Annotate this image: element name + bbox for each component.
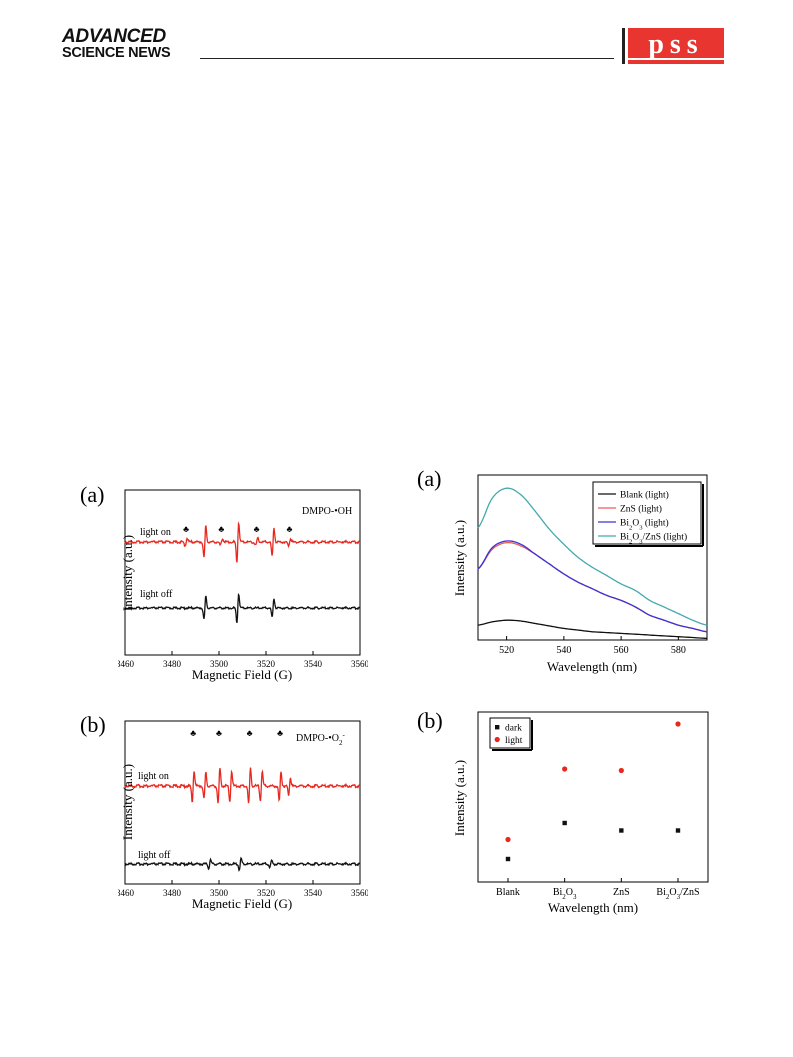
- point-dark-2: [619, 828, 624, 833]
- header-rule: [200, 58, 614, 59]
- point-light-1: [562, 766, 568, 772]
- legend-label: dark: [505, 724, 522, 734]
- legend-box: [592, 481, 702, 545]
- x-tick-label: Bi2O3/ZnS: [656, 887, 699, 901]
- y-axis-label: Intensity (a.u.): [120, 764, 135, 840]
- x-tick-label: 540: [556, 645, 571, 656]
- logo-line1: ADVANCED: [62, 26, 166, 47]
- x-tick-label: 3540: [304, 888, 323, 898]
- point-light-0: [505, 836, 511, 843]
- point-light-3: [675, 721, 681, 727]
- legend-label: Bi2O3/ZnS (light): [620, 532, 687, 546]
- y-axis-label: Intensity (a.u.): [120, 535, 135, 611]
- legend-label: Blank (light): [620, 490, 669, 501]
- legend-marker-light: [494, 736, 500, 743]
- series-group: [477, 487, 708, 639]
- label-light-off: light off: [138, 850, 171, 861]
- epr-panel-b-label: (b): [80, 712, 106, 737]
- x-axis-ticks: 3460 3480 3500 3520 3540 3560: [118, 651, 368, 669]
- label-light-on: light on: [138, 771, 169, 782]
- series-light-on: [124, 521, 360, 563]
- x-tick-label: Blank: [496, 887, 520, 898]
- x-tick-label: ZnS: [613, 887, 630, 898]
- x-tick-label: 3500: [210, 659, 229, 669]
- legend: dark light: [489, 717, 533, 751]
- x-tick-label: Bi2O3: [553, 887, 577, 901]
- point-dark-0: [505, 856, 511, 862]
- marker-club: ♣: [247, 728, 253, 738]
- pl-scatter-chart: Blank Bi2O3 ZnS Bi2O3/ZnS dark light Wavelen…: [452, 711, 709, 915]
- y-axis-label: Intensity (a.u.): [452, 520, 467, 596]
- x-tick-label: 3520: [257, 888, 276, 898]
- epr-o2-chart: 3460 3480 3500 3520 3540 3560 ♣ ♣ ♣ ♣ light on l…: [118, 720, 368, 911]
- marker-club: ♣: [190, 728, 196, 738]
- x-tick-label: 3560: [351, 659, 368, 669]
- label-light-off: light off: [140, 589, 173, 600]
- x-tick-label: 3520: [257, 659, 276, 669]
- plot-frame: [477, 474, 708, 641]
- pl-panel-b-label: (b): [417, 708, 443, 733]
- point-dark-3: [675, 828, 681, 833]
- marker-group: ♣ ♣ ♣ ♣: [190, 728, 283, 738]
- series-light-on: [124, 767, 361, 804]
- species-annotation: DMPO-•OH: [302, 506, 352, 517]
- epr-panel-a-label: (a): [80, 482, 105, 507]
- pl-panel-a-label: (a): [417, 466, 442, 491]
- label-light-on: light on: [140, 527, 171, 538]
- series-light-off: [124, 592, 360, 623]
- legend-label: light: [505, 736, 523, 746]
- x-axis-label: Wavelength (nm): [547, 659, 637, 674]
- legend-label: Bi2O3 (light): [620, 518, 669, 532]
- series-line-0: [477, 619, 707, 639]
- point-dark-1: [562, 820, 567, 826]
- marker-group: ♣ ♣ ♣ ♣: [183, 524, 292, 534]
- pl-spectra-chart: 520 540 560 580 Blank (light) ZnS (light) Bi2…: [452, 474, 708, 674]
- plot-frame: [124, 720, 361, 885]
- x-tick-label: 3480: [163, 888, 182, 898]
- marker-club: ♣: [216, 728, 222, 738]
- x-tick-label: 3540: [304, 659, 323, 669]
- marker-club: ♣: [218, 524, 224, 534]
- legend-marker-dark: [495, 725, 500, 730]
- legend-label: ZnS (light): [620, 504, 662, 515]
- points-group: [505, 721, 681, 862]
- series-line-3: [477, 487, 708, 626]
- x-tick-label: 520: [499, 645, 514, 656]
- marker-club: ♣: [277, 728, 283, 738]
- legend-box: [489, 717, 531, 749]
- legend: Blank (light) ZnS (light) Bi2O3 (light)Bi2…: [592, 481, 704, 547]
- x-tick-label: 3500: [210, 888, 229, 898]
- series-line-2: [477, 540, 708, 633]
- x-axis-label: Magnetic Field (G): [192, 896, 292, 911]
- x-axis-ticks: 3460 3480 3500 3520 3540 3560: [118, 880, 368, 898]
- point-light-2: [618, 767, 624, 774]
- series-light-off: [124, 856, 360, 872]
- advanced-science-news-logo: ADVANCED SCIENCE NEWS: [62, 26, 171, 61]
- pss-logo-text: pss: [648, 29, 703, 60]
- marker-club: ♣: [254, 524, 260, 534]
- plot-frame: [477, 711, 709, 883]
- y-axis-label: Intensity (a.u.): [452, 760, 467, 836]
- pss-journal-logo: pss: [622, 28, 724, 64]
- x-tick-label: 3560: [351, 888, 368, 898]
- x-tick-label: 3460: [118, 659, 135, 669]
- plot-frame: [124, 489, 361, 656]
- x-tick-label: 560: [614, 645, 629, 656]
- x-tick-label: 580: [671, 645, 686, 656]
- x-axis-label: Magnetic Field (G): [192, 667, 292, 682]
- species-annotation: DMPO-•O2-: [296, 731, 345, 747]
- x-tick-label: 3460: [118, 888, 135, 898]
- x-axis-ticks: 520 540 560 580: [499, 636, 686, 656]
- x-tick-label: 3480: [163, 659, 182, 669]
- marker-club: ♣: [287, 524, 293, 534]
- x-axis-label: Wavelength (nm): [548, 900, 638, 915]
- series-line-1: [477, 541, 708, 633]
- logo-line2: SCIENCE NEWS: [62, 45, 171, 61]
- x-axis-ticks: Blank Bi2O3 ZnS Bi2O3/ZnS: [496, 878, 700, 901]
- marker-club: ♣: [183, 524, 189, 534]
- epr-oh-chart: 3460 3480 3500 3520 3540 3560 ♣ ♣ ♣ ♣ light on l…: [118, 489, 368, 682]
